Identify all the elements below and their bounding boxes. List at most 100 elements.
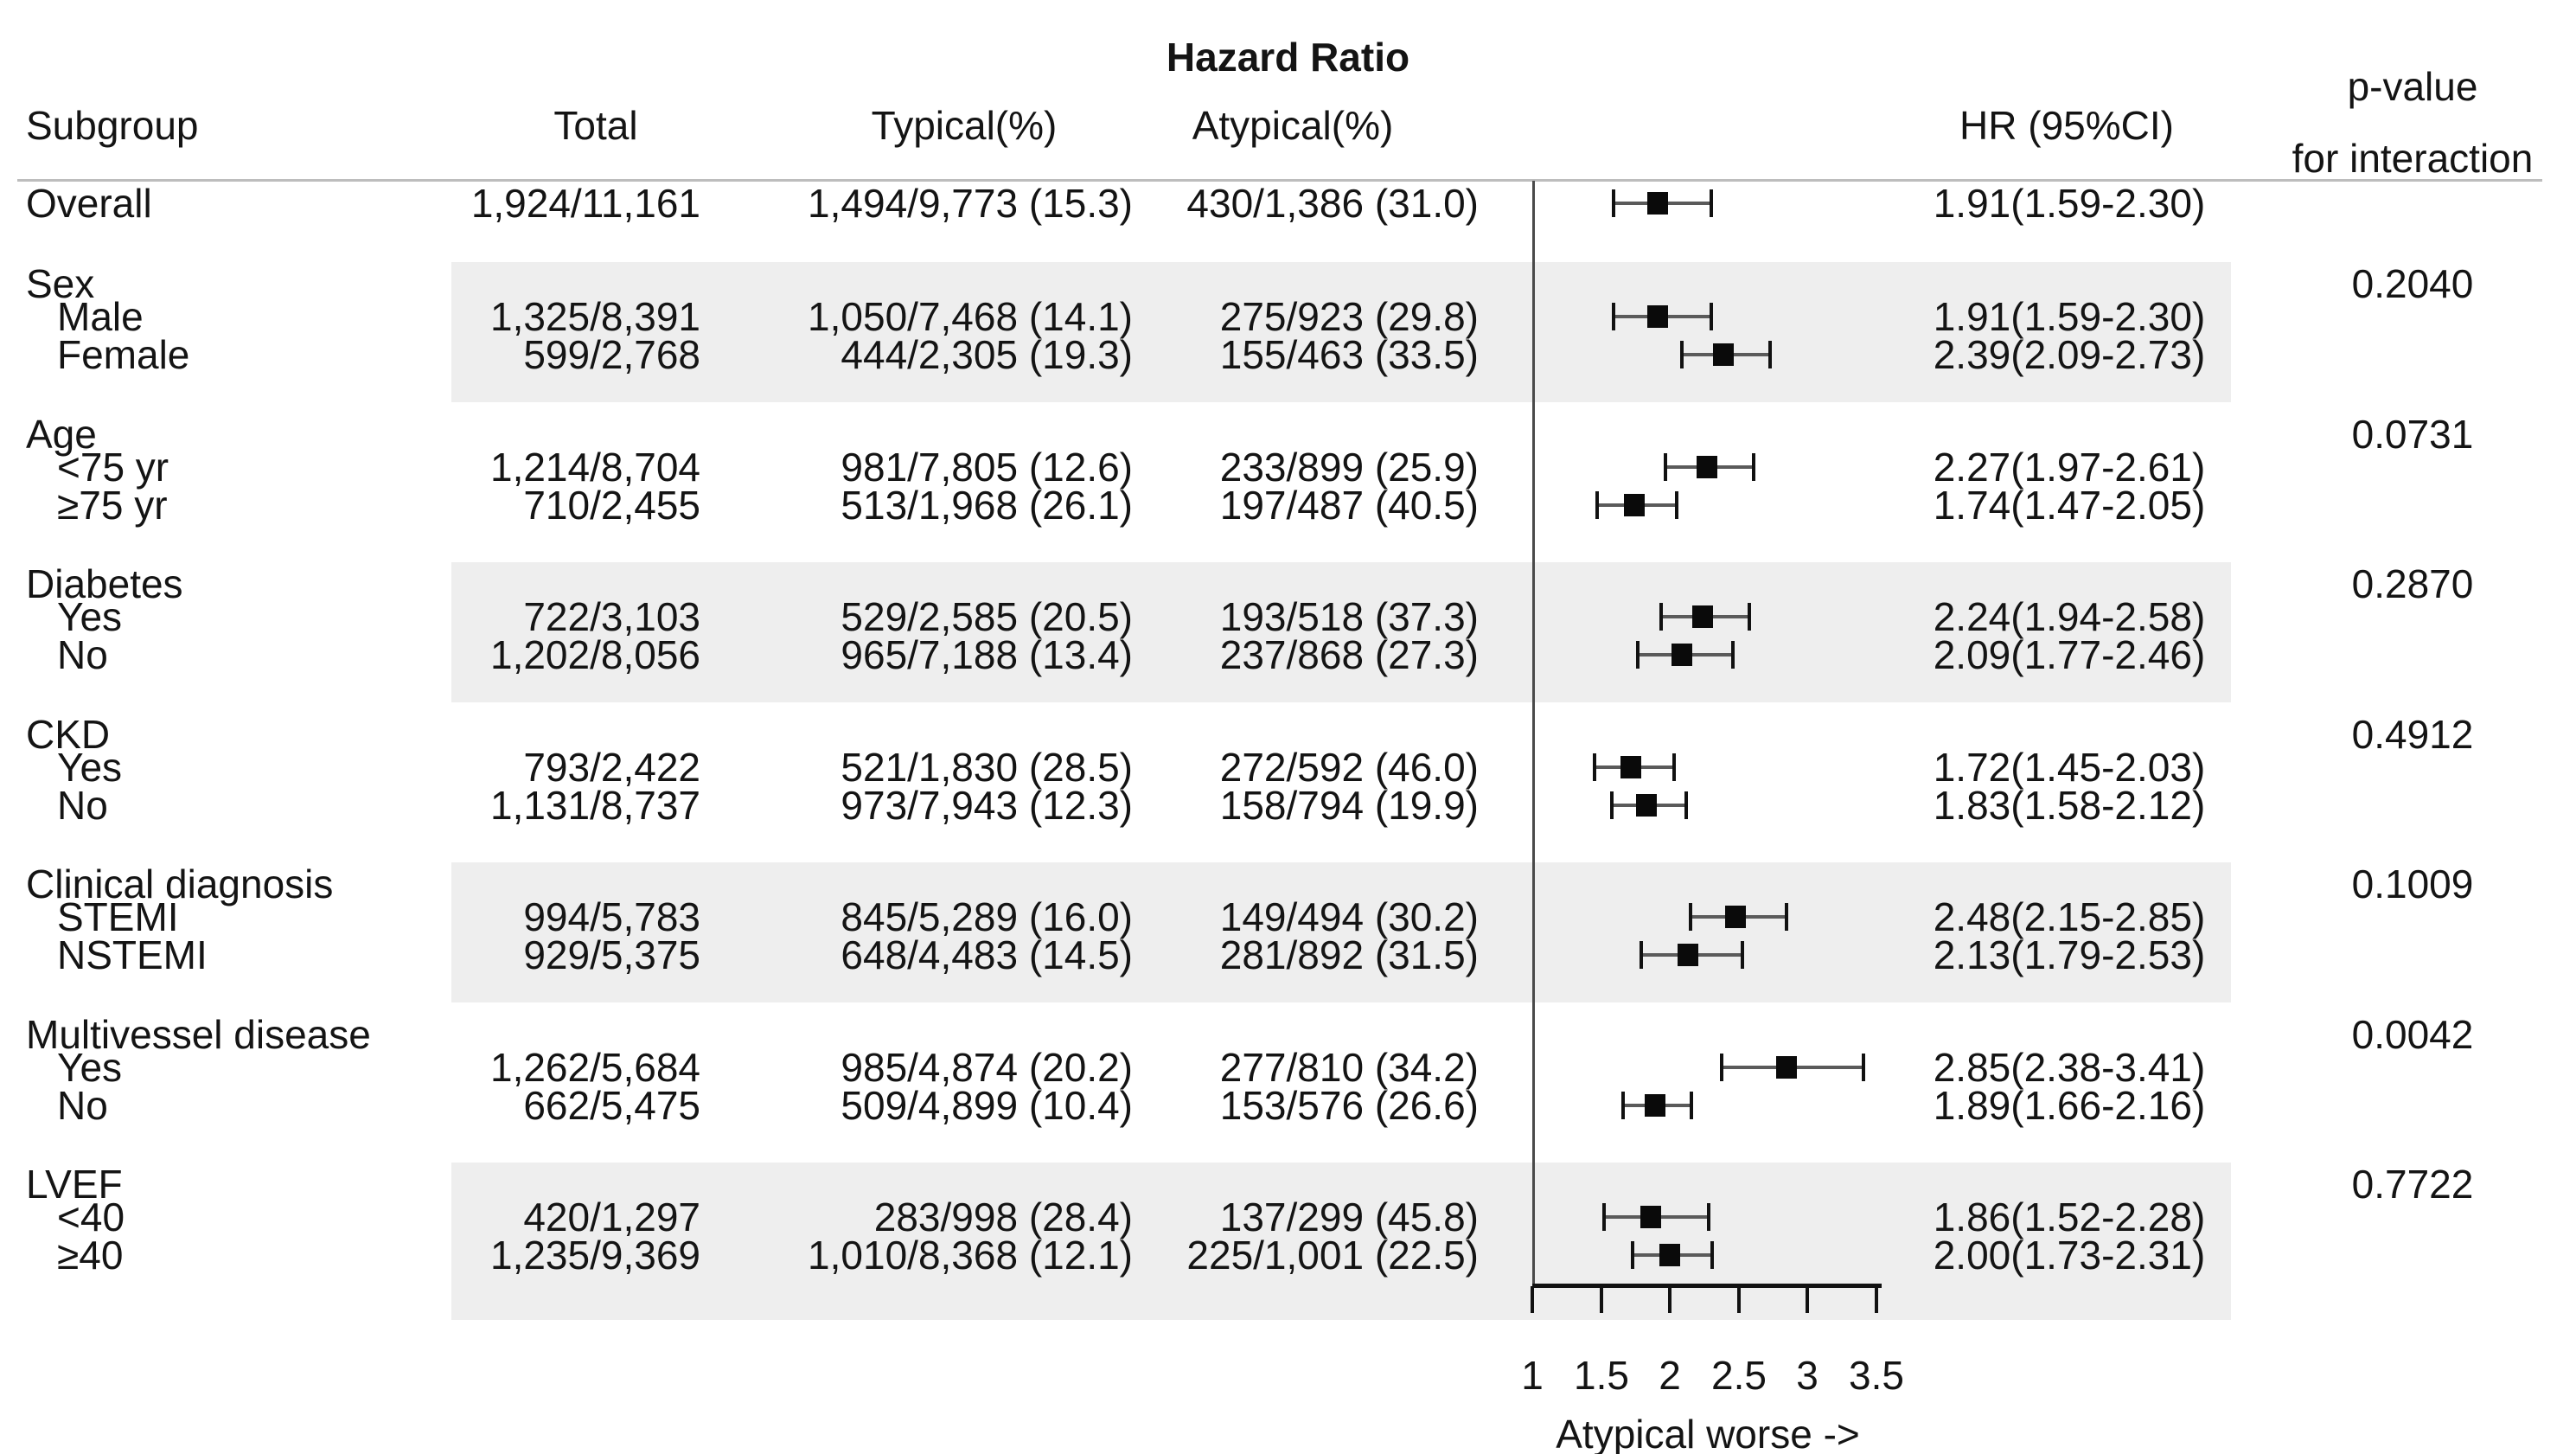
row-item-total: 994/5,783: [523, 894, 700, 939]
row-item-total: 662/5,475: [523, 1083, 700, 1128]
x-axis-tick-label: 3.5: [1849, 1353, 1904, 1398]
row-item-typical: 1,050/7,468 (14.1): [808, 294, 1133, 339]
column-header-subgroup: Subgroup: [26, 103, 199, 148]
row-item-typical: 985/4,874 (20.2): [841, 1045, 1133, 1090]
ci-cap-left: [1631, 1241, 1634, 1269]
ci-cap-right: [1684, 791, 1688, 819]
row-item-total: 793/2,422: [523, 745, 700, 790]
row-item-atypical: 237/868 (27.3): [1219, 632, 1479, 677]
hr-point-marker: [1776, 1056, 1797, 1079]
x-axis-tick: [1600, 1286, 1603, 1313]
hr-point-marker: [1624, 494, 1645, 516]
section-band-sex: [451, 262, 2231, 402]
hr-point-marker: [1647, 192, 1668, 215]
column-header-hr-ci: HR (95%CI): [1959, 103, 2174, 148]
row-item-typical: 981/7,805 (12.6): [841, 445, 1133, 490]
row-item-atypical: 197/487 (40.5): [1219, 483, 1479, 528]
ci-cap-left: [1612, 303, 1615, 330]
reference-line-hr-1: [1532, 181, 1535, 1286]
hr-point-marker: [1620, 756, 1641, 778]
hr-point-marker: [1659, 1244, 1680, 1266]
row-overall-hr-ci: 1.91(1.59-2.30): [1933, 181, 2206, 226]
x-axis-direction-label: Atypical worse ->: [1556, 1412, 1860, 1454]
ci-cap-left: [1593, 753, 1596, 781]
hr-point-marker: [1645, 1094, 1665, 1117]
column-header-total: Total: [553, 103, 638, 148]
row-item-atypical: 233/899 (25.9): [1219, 445, 1479, 490]
hr-point-marker: [1725, 906, 1746, 928]
section-pvalue: 0.2870: [2351, 561, 2474, 606]
section-band-lvef: [451, 1163, 2231, 1320]
row-item-atypical: 275/923 (29.8): [1219, 294, 1479, 339]
x-axis-tick-label: 3: [1796, 1353, 1819, 1398]
section-pvalue: 0.2040: [2351, 261, 2474, 306]
row-item-typical: 509/4,899 (10.4): [841, 1083, 1133, 1128]
section-label: Clinical diagnosis: [26, 862, 334, 906]
row-item-total: 1,325/8,391: [489, 294, 700, 339]
row-item-label: <40: [57, 1195, 125, 1239]
row-item-label: Yes: [57, 594, 123, 639]
hr-point-marker: [1640, 1206, 1661, 1228]
ci-cap-left: [1595, 491, 1599, 519]
chart-title: Hazard Ratio: [1166, 35, 1410, 80]
row-item-total: 1,214/8,704: [489, 445, 700, 490]
row-item-hr-ci: 2.27(1.97-2.61): [1933, 445, 2206, 490]
row-item-label: STEMI: [57, 894, 179, 939]
row-item-hr-ci: 1.91(1.59-2.30): [1933, 294, 2206, 339]
row-item-hr-ci: 1.72(1.45-2.03): [1933, 745, 2206, 790]
row-item-typical: 521/1,830 (28.5): [841, 745, 1133, 790]
column-header-pvalue-line2: for interaction: [2292, 136, 2534, 181]
row-item-total: 420/1,297: [523, 1195, 700, 1239]
section-pvalue: 0.4912: [2351, 712, 2474, 757]
row-overall-atypical: 430/1,386 (31.0): [1186, 181, 1479, 226]
ci-cap-right: [1710, 189, 1713, 217]
row-item-atypical: 149/494 (30.2): [1219, 894, 1479, 939]
ci-cap-right: [1752, 453, 1755, 481]
ci-cap-right: [1731, 641, 1735, 669]
ci-cap-right: [1710, 303, 1713, 330]
row-item-typical: 283/998 (28.4): [873, 1195, 1133, 1239]
row-item-hr-ci: 1.86(1.52-2.28): [1933, 1195, 2206, 1239]
x-axis-tick: [1806, 1286, 1809, 1313]
section-pvalue: 0.0042: [2351, 1012, 2474, 1057]
row-item-label: NSTEMI: [57, 932, 208, 977]
hr-point-marker: [1713, 343, 1734, 366]
ci-cap-right: [1741, 941, 1744, 969]
column-header-atypical: Atypical(%): [1192, 103, 1394, 148]
row-item-hr-ci: 1.89(1.66-2.16): [1933, 1083, 2206, 1128]
hr-point-marker: [1636, 794, 1657, 817]
row-item-hr-ci: 2.48(2.15-2.85): [1933, 894, 2206, 939]
row-item-atypical: 158/794 (19.9): [1219, 783, 1479, 828]
row-item-total: 1,202/8,056: [489, 632, 700, 677]
x-axis-tick: [1668, 1286, 1672, 1313]
ci-cap-right: [1690, 1092, 1693, 1119]
row-item-label: Yes: [57, 745, 123, 790]
row-item-typical: 444/2,305 (19.3): [841, 332, 1133, 377]
hr-point-marker: [1697, 456, 1717, 478]
row-item-typical: 973/7,943 (12.3): [841, 783, 1133, 828]
section-label: LVEF: [26, 1162, 123, 1207]
hr-point-marker: [1678, 944, 1698, 966]
ci-cap-right: [1785, 903, 1788, 931]
section-band-clinical-diagnosis: [451, 862, 2231, 1002]
row-item-label: Female: [57, 332, 190, 377]
section-pvalue: 0.1009: [2351, 862, 2474, 906]
section-pvalue: 0.7722: [2351, 1162, 2474, 1207]
row-item-label: No: [57, 632, 108, 677]
ci-cap-right: [1862, 1054, 1865, 1081]
row-item-hr-ci: 1.74(1.47-2.05): [1933, 483, 2206, 528]
x-axis-tick-label: 1: [1521, 1353, 1544, 1398]
row-item-hr-ci: 2.39(2.09-2.73): [1933, 332, 2206, 377]
ci-cap-right: [1675, 491, 1678, 519]
row-item-typical: 965/7,188 (13.4): [841, 632, 1133, 677]
section-label: Age: [26, 412, 97, 457]
row-overall-typical: 1,494/9,773 (15.3): [808, 181, 1133, 226]
row-item-atypical: 153/576 (26.6): [1219, 1083, 1479, 1128]
ci-cap-left: [1610, 791, 1614, 819]
row-item-typical: 1,010/8,368 (12.1): [808, 1233, 1133, 1278]
row-overall-label: Overall: [26, 181, 152, 226]
x-axis-tick: [1531, 1286, 1534, 1313]
ci-cap-left: [1612, 189, 1615, 217]
column-header-typical: Typical(%): [871, 103, 1058, 148]
